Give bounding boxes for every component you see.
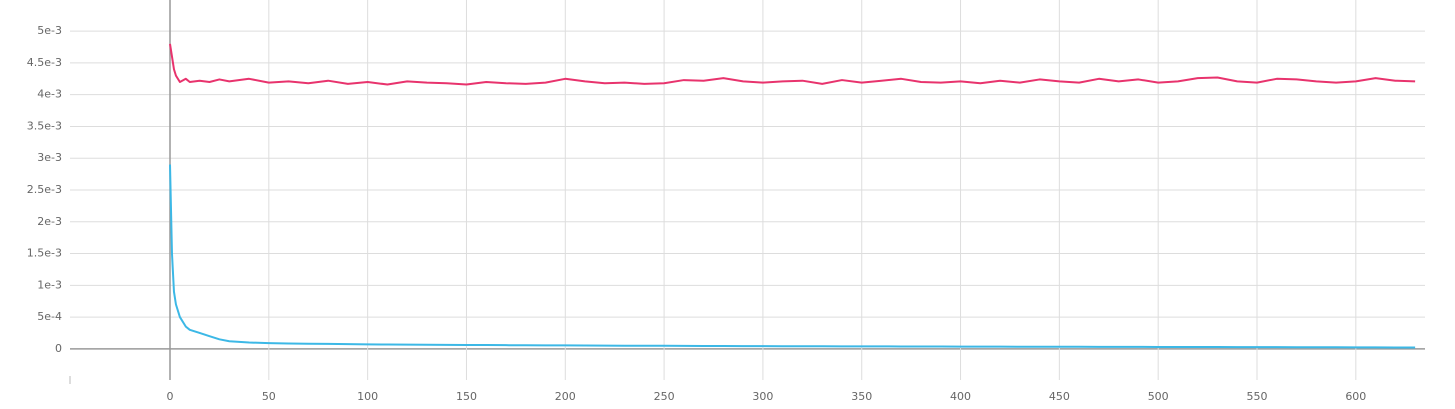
x-tick-label: 600 [1345,390,1366,403]
y-tick-label: 3.5e-3 [27,119,62,132]
y-tick-label: 3e-3 [37,151,62,164]
y-tick-label: 2e-3 [37,215,62,228]
x-tick-label: 550 [1247,390,1268,403]
y-tick-label: 1e-3 [37,278,62,291]
y-tick-label: 2.5e-3 [27,183,62,196]
series-line [169,164,1416,349]
x-tick-label: 0 [167,390,174,403]
y-tick-label: 1.5e-3 [27,247,62,260]
x-tick-label: 50 [262,390,276,403]
y-tick-label: 4.5e-3 [27,56,62,69]
x-tick-label: 100 [357,390,378,403]
y-tick-label: 0 [55,342,62,355]
y-tick-label: 5e-4 [37,310,62,323]
x-tick-label: 500 [1148,390,1169,403]
x-tick-label: 350 [851,390,872,403]
y-tick-label: 5e-3 [37,24,62,37]
x-tick-label: 400 [950,390,971,403]
series-line [169,43,1416,86]
x-tick-label: 150 [456,390,477,403]
x-tick-label: 300 [752,390,773,403]
x-tick-label: 250 [654,390,675,403]
x-tick-label: 200 [555,390,576,403]
x-tick-label: 450 [1049,390,1070,403]
y-tick-label: 4e-3 [37,88,62,101]
